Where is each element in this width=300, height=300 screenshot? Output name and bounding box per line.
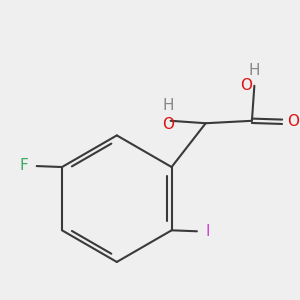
Text: O: O	[287, 114, 299, 129]
Text: I: I	[206, 224, 210, 239]
Text: H: H	[163, 98, 174, 113]
Text: O: O	[162, 117, 174, 132]
Text: F: F	[19, 158, 28, 172]
Text: O: O	[240, 78, 252, 93]
Text: H: H	[249, 63, 260, 78]
